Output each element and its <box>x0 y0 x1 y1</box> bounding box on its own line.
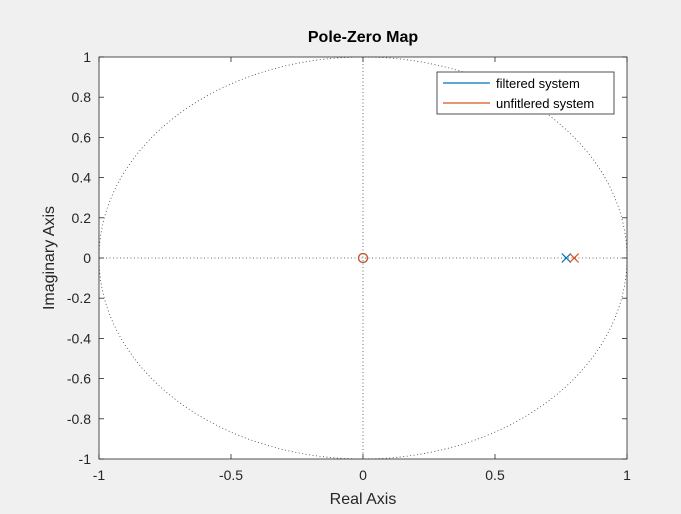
y-tick-label: -0.4 <box>67 330 91 346</box>
y-tick-label: -1 <box>79 451 92 467</box>
y-tick-label: 0.2 <box>72 210 92 226</box>
legend-label-filtered: filtered system <box>496 76 580 91</box>
y-tick-label: 0.6 <box>72 129 92 145</box>
x-tick-label: -0.5 <box>219 467 243 483</box>
y-axis-label: Imaginary Axis <box>41 206 58 310</box>
y-tick-label: 1 <box>83 49 91 65</box>
y-ticks: -1 -0.8 -0.6 -0.4 -0.2 0 0.2 0.4 0.6 0.8 1 <box>67 49 627 467</box>
x-tick-label: 0 <box>359 467 367 483</box>
markers <box>357 252 580 264</box>
x-tick-label: 0.5 <box>485 467 505 483</box>
legend: filtered system unfitlered system <box>436 71 615 115</box>
x-ticks: -1 -0.5 0 0.5 1 <box>93 57 631 483</box>
y-tick-label: -0.8 <box>67 411 91 427</box>
legend-box <box>436 71 615 115</box>
y-tick-label: 0.8 <box>72 89 92 105</box>
legend-label-unfiltered: unfitlered system <box>496 96 594 111</box>
y-tick-label: 0 <box>83 250 91 266</box>
x-tick-label: 1 <box>623 467 631 483</box>
pole-marker <box>561 253 572 263</box>
x-axis-label: Real Axis <box>330 491 397 508</box>
zero-marker <box>357 252 369 264</box>
y-tick-label: 0.4 <box>72 170 92 186</box>
y-tick-label: -0.2 <box>67 290 91 306</box>
pole-marker <box>569 253 580 263</box>
chart-title: Pole-Zero Map <box>308 29 418 46</box>
x-tick-label: -1 <box>93 467 106 483</box>
y-tick-label: -0.6 <box>67 371 91 387</box>
